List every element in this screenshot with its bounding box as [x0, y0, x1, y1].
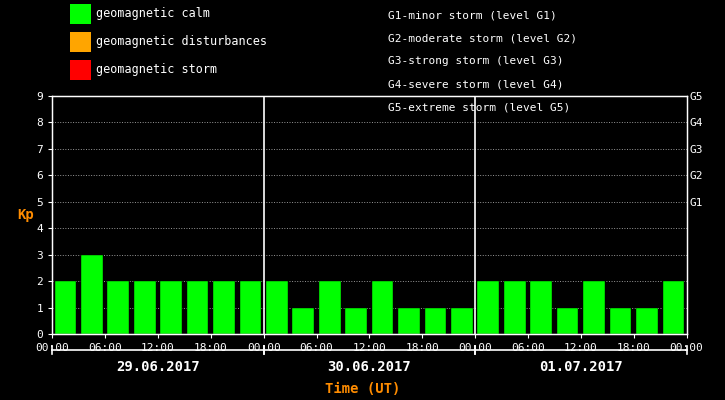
Bar	[636, 308, 658, 334]
Bar	[531, 281, 552, 334]
Text: geomagnetic disturbances: geomagnetic disturbances	[96, 36, 267, 48]
Bar	[266, 281, 288, 334]
Bar	[610, 308, 631, 334]
Text: G1-minor storm (level G1): G1-minor storm (level G1)	[388, 10, 557, 20]
Bar	[504, 281, 526, 334]
Text: G4-severe storm (level G4): G4-severe storm (level G4)	[388, 80, 563, 90]
Bar	[213, 281, 235, 334]
Bar	[239, 281, 261, 334]
Bar	[134, 281, 156, 334]
Bar	[451, 308, 473, 334]
Bar	[478, 281, 500, 334]
Bar	[160, 281, 182, 334]
Text: 01.07.2017: 01.07.2017	[539, 360, 623, 374]
Y-axis label: Kp: Kp	[17, 208, 33, 222]
Bar	[345, 308, 367, 334]
Bar	[187, 281, 208, 334]
Text: G2-moderate storm (level G2): G2-moderate storm (level G2)	[388, 33, 577, 43]
Text: G5-extreme storm (level G5): G5-extreme storm (level G5)	[388, 103, 570, 113]
Bar	[107, 281, 129, 334]
Bar	[583, 281, 605, 334]
Text: Time (UT): Time (UT)	[325, 382, 400, 396]
Bar	[557, 308, 579, 334]
Bar	[398, 308, 420, 334]
Text: 29.06.2017: 29.06.2017	[116, 360, 200, 374]
Bar	[425, 308, 447, 334]
Bar	[319, 281, 341, 334]
Text: geomagnetic storm: geomagnetic storm	[96, 64, 217, 76]
Text: G3-strong storm (level G3): G3-strong storm (level G3)	[388, 56, 563, 66]
Bar	[663, 281, 684, 334]
Bar	[292, 308, 314, 334]
Bar	[54, 281, 76, 334]
Text: 30.06.2017: 30.06.2017	[328, 360, 411, 374]
Bar	[81, 255, 103, 334]
Text: geomagnetic calm: geomagnetic calm	[96, 8, 210, 20]
Bar	[372, 281, 394, 334]
